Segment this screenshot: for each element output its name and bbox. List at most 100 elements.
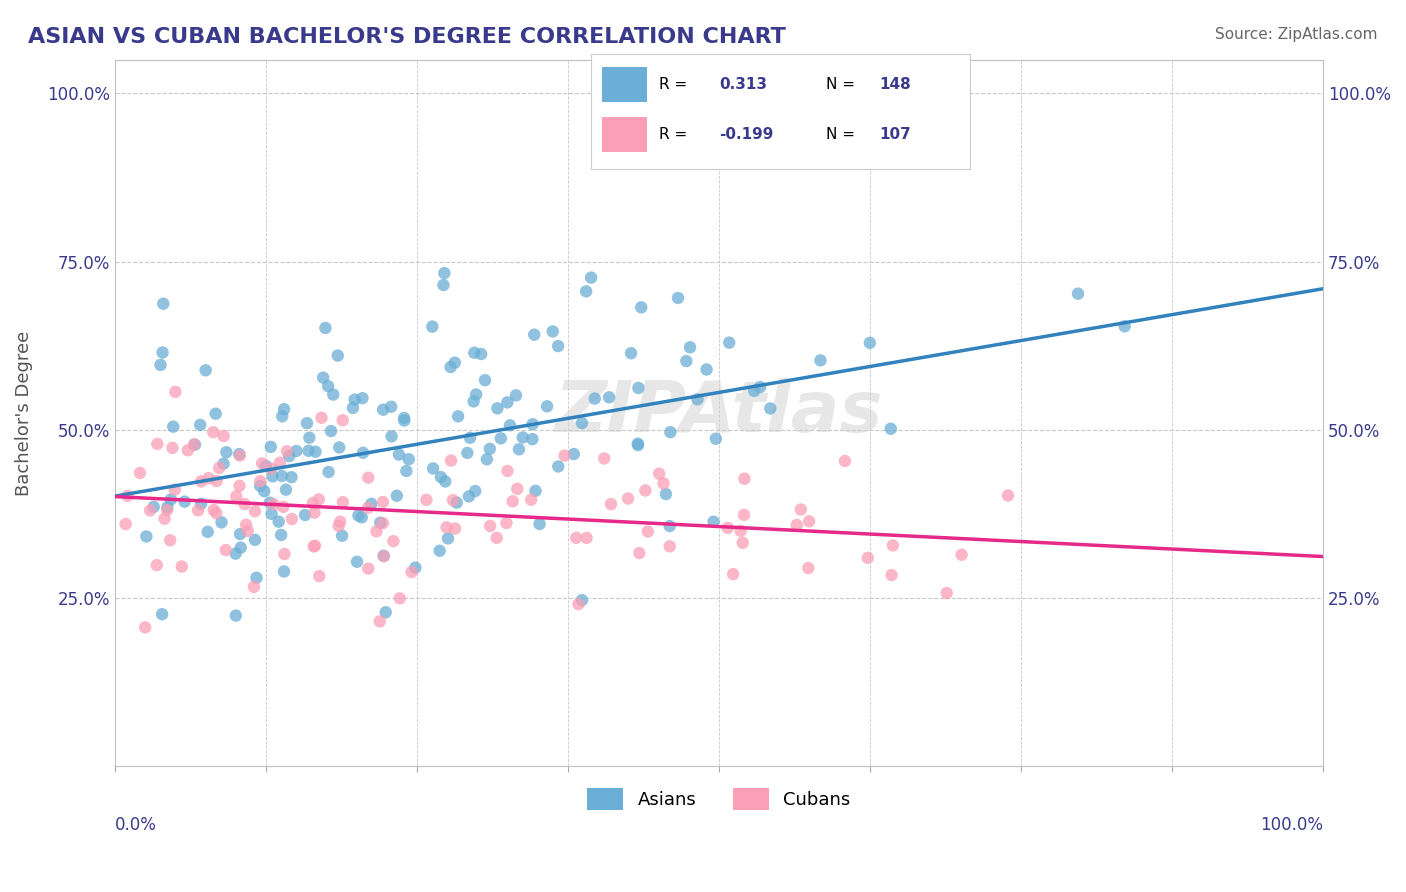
Point: [627, 381, 650, 395]
Point: [420, 319, 443, 334]
Point: [666, 291, 689, 305]
Point: [281, 512, 304, 526]
Point: [187, 503, 209, 517]
Point: [733, 508, 755, 522]
Point: [302, 496, 325, 510]
Point: [374, 605, 396, 619]
Point: [236, 524, 259, 538]
Point: [274, 483, 297, 497]
Point: [262, 469, 284, 483]
Point: [276, 444, 298, 458]
Point: [212, 457, 235, 471]
Point: [188, 417, 211, 432]
Point: [312, 370, 335, 384]
Point: [478, 442, 501, 456]
Text: 107: 107: [879, 128, 911, 142]
Point: [225, 608, 247, 623]
Point: [797, 561, 820, 575]
Point: [627, 438, 650, 452]
Point: [267, 515, 290, 529]
Point: [1114, 319, 1136, 334]
Point: [229, 449, 252, 463]
Point: [159, 533, 181, 548]
Point: [430, 470, 453, 484]
Point: [162, 441, 184, 455]
Point: [440, 453, 463, 467]
Point: [129, 466, 152, 480]
Point: [429, 543, 451, 558]
Point: [522, 417, 544, 432]
Point: [447, 409, 470, 424]
Point: [156, 500, 179, 515]
Point: [508, 442, 530, 457]
Point: [150, 607, 173, 622]
Point: [371, 495, 394, 509]
Point: [302, 540, 325, 554]
Point: [935, 586, 957, 600]
Point: [249, 479, 271, 493]
Point: [562, 447, 585, 461]
Point: [703, 515, 725, 529]
Point: [366, 524, 388, 539]
Point: [368, 516, 391, 530]
Point: [316, 379, 339, 393]
Point: [404, 560, 426, 574]
Point: [347, 508, 370, 523]
Point: [162, 419, 184, 434]
Point: [135, 529, 157, 543]
Point: [385, 489, 408, 503]
Point: [350, 510, 373, 524]
Point: [142, 500, 165, 514]
Point: [520, 492, 543, 507]
Point: [271, 409, 294, 424]
Point: [373, 402, 395, 417]
Point: [332, 495, 354, 509]
Point: [322, 387, 344, 401]
Point: [617, 491, 640, 506]
Point: [394, 414, 416, 428]
Point: [422, 461, 444, 475]
Point: [346, 555, 368, 569]
Point: [250, 457, 273, 471]
Point: [593, 451, 616, 466]
Point: [486, 401, 509, 416]
Point: [329, 515, 352, 529]
Point: [326, 349, 349, 363]
Point: [319, 424, 342, 438]
Point: [225, 547, 247, 561]
Point: [489, 431, 512, 445]
Point: [856, 550, 879, 565]
Point: [567, 597, 589, 611]
Point: [308, 569, 330, 583]
Point: [696, 362, 718, 376]
Point: [524, 483, 547, 498]
Point: [388, 448, 411, 462]
Point: [659, 425, 682, 439]
Point: [229, 541, 252, 555]
Point: [153, 512, 176, 526]
Point: [263, 497, 285, 511]
Text: R =: R =: [659, 78, 692, 93]
Point: [401, 565, 423, 579]
Point: [496, 395, 519, 409]
Point: [177, 443, 200, 458]
Point: [243, 533, 266, 547]
Point: [718, 335, 741, 350]
Point: [304, 444, 326, 458]
Point: [439, 359, 461, 374]
Point: [786, 518, 808, 533]
Point: [463, 394, 485, 409]
Point: [658, 519, 681, 533]
Text: -0.199: -0.199: [720, 128, 773, 142]
Point: [190, 475, 212, 489]
Point: [304, 539, 326, 553]
Point: [458, 431, 481, 445]
Point: [730, 524, 752, 538]
Point: [441, 493, 464, 508]
Text: Source: ZipAtlas.com: Source: ZipAtlas.com: [1215, 27, 1378, 42]
Point: [294, 508, 316, 522]
Point: [357, 470, 380, 484]
Point: [485, 531, 508, 545]
Point: [229, 527, 252, 541]
Point: [134, 620, 156, 634]
